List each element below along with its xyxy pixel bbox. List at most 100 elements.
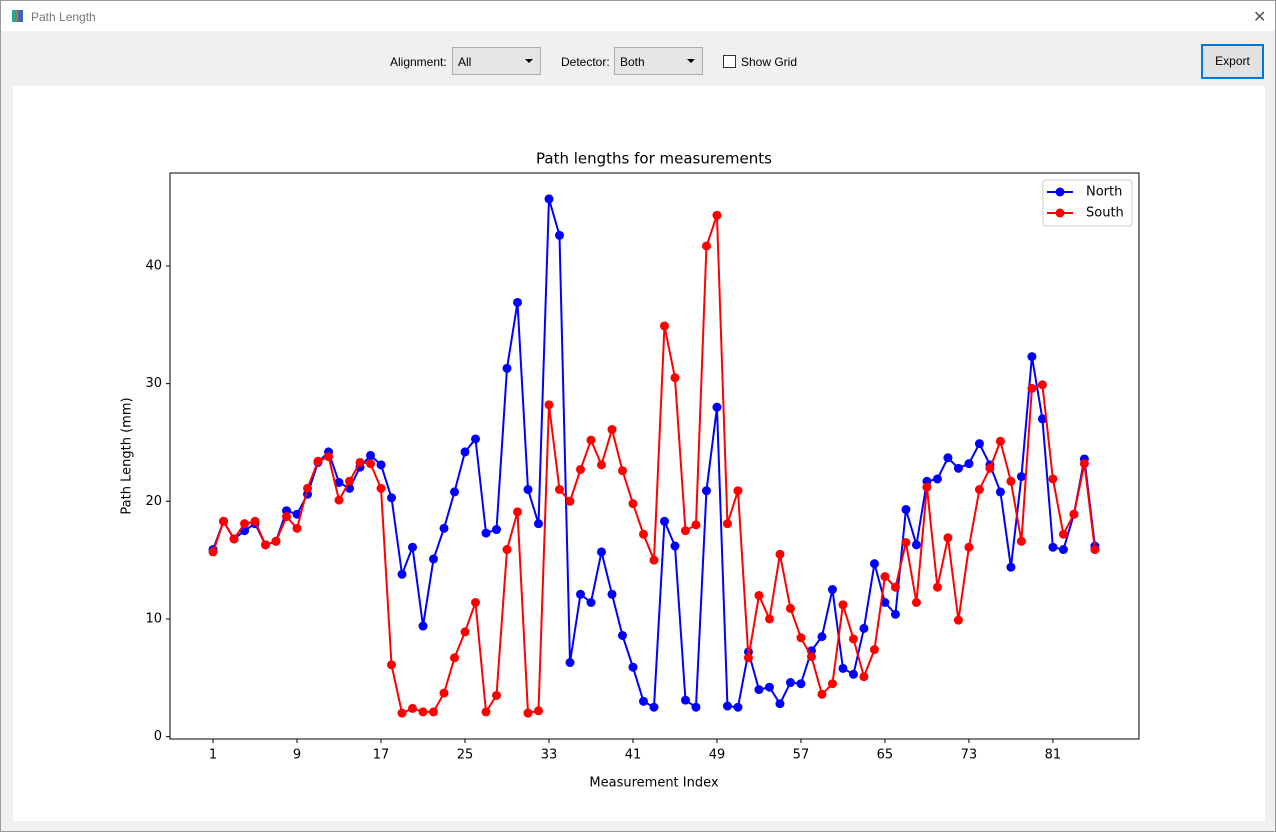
legend-marker (1055, 187, 1065, 197)
data-point (334, 477, 344, 487)
data-point (471, 598, 481, 608)
data-point (775, 699, 785, 709)
data-point (806, 652, 816, 662)
data-point (974, 485, 984, 495)
x-tick-label: 41 (625, 748, 642, 763)
data-point (250, 516, 260, 526)
data-point (345, 476, 355, 486)
data-point (460, 627, 470, 637)
data-point (901, 537, 911, 547)
alignment-combo[interactable]: All (452, 47, 541, 75)
data-point (964, 542, 974, 552)
legend-label: South (1086, 206, 1124, 221)
data-point (712, 210, 722, 220)
data-point (544, 194, 554, 204)
data-point (554, 230, 564, 240)
data-point (533, 519, 543, 529)
data-point (450, 487, 460, 497)
data-point (953, 615, 963, 625)
data-point (722, 519, 732, 529)
data-point (502, 545, 512, 555)
data-point (638, 529, 648, 539)
data-point (324, 452, 334, 462)
data-point (964, 459, 974, 469)
data-point (638, 696, 648, 706)
data-point (533, 706, 543, 716)
data-point (512, 507, 522, 517)
data-point (303, 483, 313, 493)
data-point (764, 682, 774, 692)
data-point (649, 702, 659, 712)
data-point (429, 707, 439, 717)
data-point (376, 483, 386, 493)
data-point (607, 425, 617, 435)
data-point (880, 572, 890, 582)
data-point (1037, 380, 1047, 390)
app-icon (12, 10, 23, 22)
data-point (764, 614, 774, 624)
x-tick-label: 49 (709, 748, 726, 763)
data-point (659, 321, 669, 331)
data-point (733, 486, 743, 496)
data-point (1016, 536, 1026, 546)
series-line (212, 198, 1096, 710)
data-point (859, 623, 869, 633)
data-point (701, 486, 711, 496)
data-point (1048, 474, 1058, 484)
y-tick-label: 20 (145, 494, 162, 509)
data-point (785, 603, 795, 613)
data-point (691, 520, 701, 530)
window-title: Path Length (31, 10, 96, 24)
x-axis-label: Measurement Index (589, 776, 718, 791)
data-point (596, 547, 606, 557)
y-tick-label: 40 (145, 258, 162, 273)
data-point (1006, 562, 1016, 572)
data-point (859, 672, 869, 682)
data-point (397, 569, 407, 579)
data-point (680, 695, 690, 705)
data-point (544, 400, 554, 410)
x-tick-label: 9 (293, 748, 301, 763)
data-point (974, 439, 984, 449)
data-point (387, 493, 397, 503)
x-tick-label: 25 (457, 748, 474, 763)
data-point (995, 436, 1005, 446)
grid-checkbox[interactable] (723, 55, 736, 68)
data-point (355, 457, 365, 467)
data-point (848, 634, 858, 644)
y-axis-label: Path Length (mm) (120, 397, 135, 514)
data-point (282, 512, 292, 522)
data-point (932, 582, 942, 592)
data-point (366, 450, 376, 460)
data-point (827, 679, 837, 689)
detector-value: Both (620, 55, 645, 69)
data-point (817, 689, 827, 699)
export-button[interactable]: Export (1201, 44, 1264, 79)
data-point (491, 690, 501, 700)
data-point (1006, 476, 1016, 486)
grid-label[interactable]: Show Grid (741, 55, 798, 69)
y-tick-label: 0 (154, 729, 162, 744)
data-point (1090, 545, 1100, 555)
data-point (827, 585, 837, 595)
data-point (712, 402, 722, 412)
data-point (523, 485, 533, 495)
data-point (439, 523, 449, 533)
data-point (1058, 545, 1068, 555)
data-point (376, 460, 386, 470)
x-tick-label: 1 (209, 748, 217, 763)
detector-combo[interactable]: Both (614, 47, 703, 75)
data-point (586, 598, 596, 608)
y-tick-label: 30 (145, 376, 162, 391)
legend-label: North (1086, 185, 1122, 200)
data-point (911, 598, 921, 608)
x-tick-label: 81 (1045, 748, 1062, 763)
data-point (565, 496, 575, 506)
x-tick-label: 73 (961, 748, 978, 763)
data-point (1069, 509, 1079, 519)
data-point (418, 707, 428, 717)
data-point (953, 463, 963, 473)
detector-label: Detector: (561, 55, 610, 69)
close-button[interactable]: ✕ (1253, 9, 1267, 26)
data-point (261, 540, 271, 550)
